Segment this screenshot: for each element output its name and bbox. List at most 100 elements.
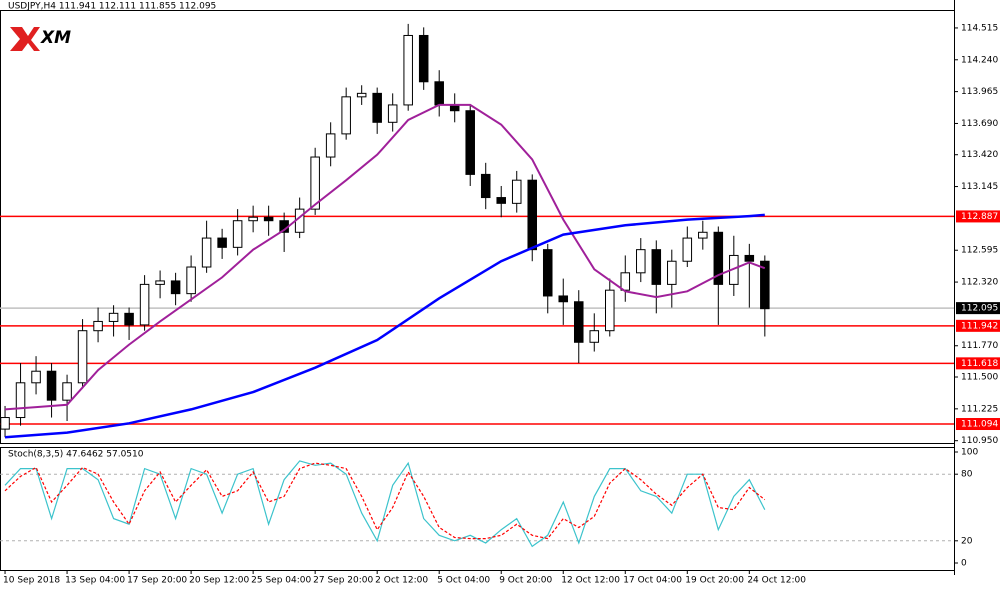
candle-body <box>248 216 258 222</box>
x-tick-label: 20 Sep 12:00 <box>189 576 249 586</box>
moving-average <box>4 213 765 439</box>
y-tick-label: 114.240 <box>961 55 998 65</box>
candle <box>465 104 475 186</box>
candle-body <box>667 260 677 285</box>
candle-body <box>434 81 444 106</box>
y-tick-label: 113.420 <box>961 150 998 160</box>
candle <box>760 255 770 337</box>
y-tick-label: 0 <box>961 559 967 569</box>
candle-body <box>620 272 631 291</box>
candle <box>201 220 212 273</box>
candle <box>480 162 491 210</box>
candle <box>108 305 119 337</box>
candle <box>387 93 398 132</box>
candle <box>542 243 553 314</box>
x-tick-label: 10 Sep 2018 <box>3 576 60 586</box>
y-tick-label: 80 <box>961 470 973 480</box>
candle <box>682 226 693 268</box>
level-label-bg <box>956 319 1000 332</box>
level-label-bg <box>956 418 1000 431</box>
candle-body <box>263 216 274 222</box>
stoch-title: Stoch(8,3,5) 47.6462 57.0510 <box>8 450 144 460</box>
candle-body <box>465 110 475 175</box>
candle <box>31 356 41 395</box>
candle <box>511 170 522 213</box>
candle-body <box>62 382 72 401</box>
y-tick-label: 113.965 <box>961 87 998 97</box>
chart-title: USDJPY,H4 111.941 112.111 111.855 112.09… <box>8 2 216 12</box>
y-tick-label: 111.500 <box>961 373 998 383</box>
candle <box>263 205 274 236</box>
y-tick-label: 111.770 <box>961 341 998 351</box>
y-tick-label: 110.950 <box>961 436 998 446</box>
candle <box>605 278 615 337</box>
candle-body <box>310 156 320 210</box>
x-tick-label: 27 Sep 20:00 <box>313 576 373 586</box>
moving-average <box>4 103 766 411</box>
y-tick-label: 113.145 <box>961 182 998 192</box>
candle-body <box>403 34 413 106</box>
candle-body <box>651 249 662 285</box>
candle <box>0 405 10 438</box>
y-tick-label: 20 <box>961 536 973 546</box>
y-tick-label: 112.320 <box>961 278 998 288</box>
candle-body <box>124 312 134 326</box>
candle-body <box>77 330 88 384</box>
candle-body <box>511 179 522 204</box>
level-label-bg <box>956 210 1000 223</box>
x-tick-label: 17 Sep 20:00 <box>127 576 187 586</box>
candle-body <box>356 92 367 98</box>
candle-body <box>605 289 615 332</box>
candle <box>418 27 429 90</box>
y-tick-label: 114.515 <box>961 23 998 33</box>
candle-body <box>542 249 553 297</box>
x-tick-label: 25 Sep 04:00 <box>251 576 311 586</box>
candle-body <box>139 283 150 326</box>
level-label: 112.095 <box>961 304 998 314</box>
stoch-line <box>4 460 766 548</box>
candle <box>46 363 57 418</box>
y-tick-label: 111.225 <box>961 404 998 414</box>
candle-body <box>93 320 103 332</box>
y-tick-label: 100 <box>961 447 978 457</box>
candle <box>651 240 662 314</box>
candle-body <box>0 417 10 430</box>
candle-body <box>636 249 646 274</box>
candle <box>62 374 72 422</box>
candle <box>667 249 677 308</box>
candle-body <box>589 330 600 343</box>
candle <box>403 23 413 111</box>
candle <box>248 205 258 233</box>
candle-body <box>15 382 26 419</box>
candle <box>744 243 755 308</box>
candle-body <box>387 104 398 123</box>
candle-body <box>682 237 693 262</box>
candle <box>217 228 227 259</box>
logo-text: XM <box>40 28 71 48</box>
x-tick-label: 2 Oct 12:00 <box>375 576 428 586</box>
candle <box>356 85 367 105</box>
candle-body <box>341 96 351 135</box>
level-label: 111.618 <box>961 359 998 369</box>
candle <box>15 363 26 426</box>
candle-body <box>372 92 382 123</box>
candle <box>77 319 88 389</box>
x-tick-label: 13 Sep 04:00 <box>65 576 125 586</box>
level-label: 112.887 <box>961 212 998 222</box>
candle <box>170 272 181 306</box>
candle <box>325 122 336 167</box>
candle <box>372 87 382 134</box>
candle-body <box>744 254 755 262</box>
logo: XM <box>10 27 71 51</box>
x-tick-label: 5 Oct 04:00 <box>437 576 490 586</box>
level-label-bg <box>956 302 1000 315</box>
x-tick-label: 9 Oct 20:00 <box>499 576 552 586</box>
candle-body <box>155 280 165 285</box>
candle <box>232 209 243 256</box>
candle <box>558 278 569 325</box>
candle-body <box>573 301 584 343</box>
y-tick-label: 113.690 <box>961 119 998 129</box>
x-tick-label: 19 Oct 20:00 <box>685 576 744 586</box>
candle-body <box>480 173 491 199</box>
